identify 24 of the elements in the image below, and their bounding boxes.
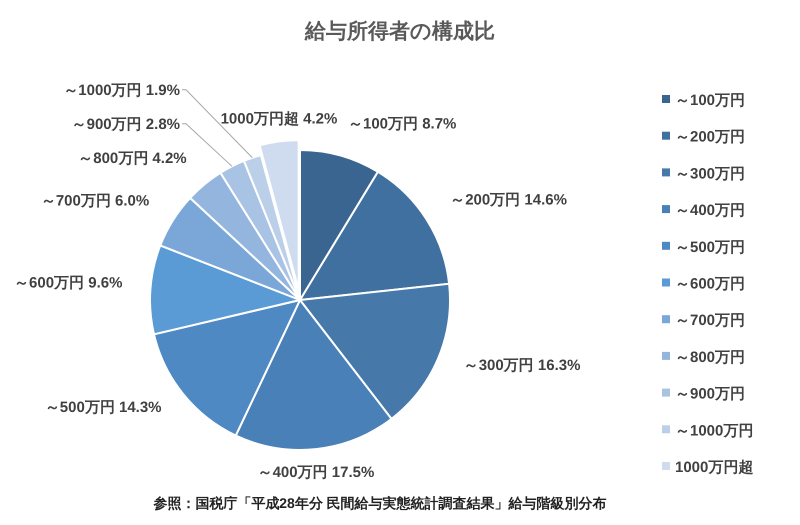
data-label: ～100万円 8.7% [348,116,456,133]
data-label: 1000万円超 4.2% [220,110,338,128]
data-label: ～500万円 14.3% [44,398,162,416]
legend-label: ～400万円 [675,202,746,220]
legend-label: ～800万円 [675,348,746,366]
data-label: ～1000万円 1.9% [63,82,180,99]
legend-label: 1000万円超 [675,459,754,476]
data-label: ～700万円 6.0% [40,192,150,210]
legend-label: ～900万円 [675,386,746,403]
legend-label: ～700万円 [675,312,746,330]
data-label: ～600万円 9.6% [14,274,122,292]
legend-label: ～500万円 [675,238,746,256]
data-label: ～300万円 16.3% [464,356,580,374]
data-label: ～400万円 17.5% [258,464,374,482]
text: 参照：国税庁「平成28年分 民間給与実態統計調査結果」給与階級別分布 [152,495,607,511]
chart-title: 給与所得者の構成比 [304,20,495,43]
legend-label: ～1000万円 [675,422,754,440]
legend-label: ～200万円 [675,128,746,146]
data-label: ～800万円 4.2% [78,150,187,167]
data-label: ～200万円 14.6% [450,191,567,208]
legend-label: ～600万円 [675,276,746,292]
legend-label: ～100万円 [675,92,746,109]
legend-label: ～300万円 [675,165,746,182]
data-label: ～900万円 2.8% [72,116,180,133]
